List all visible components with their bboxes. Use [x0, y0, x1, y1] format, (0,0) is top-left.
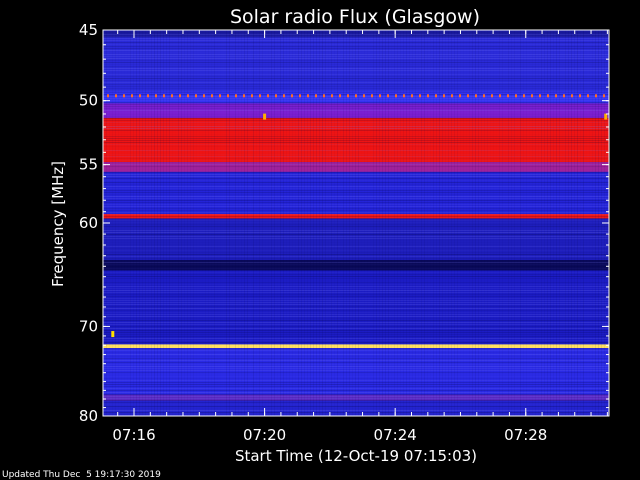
x-tick-label: 07:16 — [112, 426, 155, 444]
x-axis: 07:16 07:20 07:24 07:28 — [112, 30, 608, 444]
frequency-band-1 — [103, 37, 609, 92]
y-axis-label: Frequency [MHz] — [49, 161, 67, 287]
y-tick-label: 70 — [79, 317, 98, 335]
dotted-interference-line — [107, 94, 605, 98]
plot-area — [102, 29, 610, 417]
frequency-band-7 — [103, 213, 609, 219]
x-tick-label: 07:20 — [243, 426, 286, 444]
y-tick-label: 55 — [79, 156, 98, 174]
burst-event-1 — [263, 113, 267, 120]
burst-event-2 — [604, 113, 608, 120]
frequency-band-11 — [103, 344, 609, 349]
x-axis-label: Start Time (12-Oct-19 07:15:03) — [235, 447, 477, 465]
frequency-band-0 — [103, 30, 609, 38]
updated-timestamp: Updated Thu Dec 5 19:17:30 2019 — [2, 470, 161, 480]
frequency-band-10 — [103, 270, 609, 345]
y-tick-label: 60 — [79, 214, 98, 232]
y-tick-label: 80 — [79, 407, 98, 425]
frequency-band-6 — [103, 171, 609, 214]
chart-title: Solar radio Flux (Glasgow) — [230, 6, 480, 28]
frequency-band-12 — [103, 348, 609, 395]
y-tick-label: 45 — [79, 21, 98, 39]
y-axis: 45 50 55 60 70 80 — [79, 21, 609, 425]
frequency-band-5 — [103, 162, 609, 172]
burst-event-0 — [111, 331, 115, 338]
frequency-band-4 — [103, 117, 609, 163]
frequency-band-14 — [103, 400, 609, 416]
frequency-band-9 — [103, 259, 609, 271]
y-tick-label: 50 — [79, 92, 98, 110]
frequency-band-3 — [103, 103, 609, 118]
x-tick-label: 07:28 — [504, 426, 547, 444]
frequency-band-13 — [103, 394, 609, 401]
x-tick-label: 07:24 — [374, 426, 417, 444]
frequency-band-8 — [103, 218, 609, 260]
